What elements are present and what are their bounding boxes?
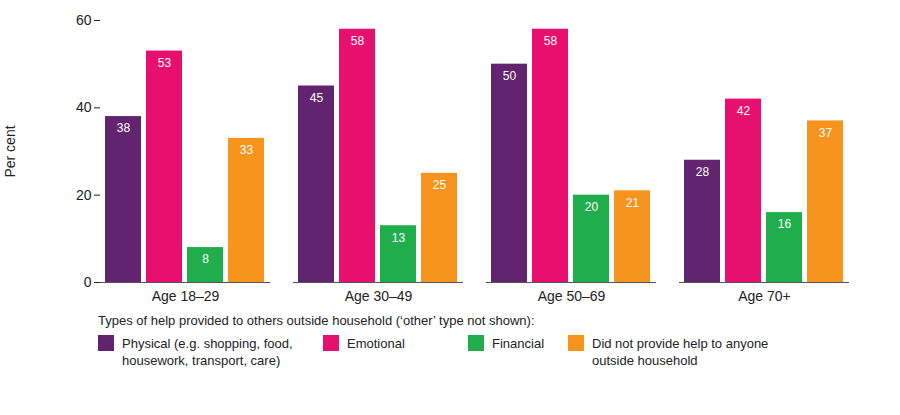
- svg-text:53: 53: [158, 56, 172, 70]
- svg-text:Age 70+: Age 70+: [738, 288, 791, 304]
- svg-text:42: 42: [737, 104, 751, 118]
- svg-text:25: 25: [433, 178, 447, 192]
- svg-text:0: 0: [84, 274, 92, 290]
- svg-text:38: 38: [117, 121, 131, 135]
- svg-text:13: 13: [392, 231, 406, 245]
- svg-text:33: 33: [240, 143, 254, 157]
- svg-text:20: 20: [585, 200, 599, 214]
- svg-text:20: 20: [76, 187, 92, 203]
- svg-text:Age 50–69: Age 50–69: [538, 288, 606, 304]
- svg-text:8: 8: [202, 252, 209, 266]
- html-text:Emotional: Emotional: [347, 336, 405, 351]
- svg-text:58: 58: [351, 34, 365, 48]
- html-text:Types of help provided to othe: Types of help provided to others outside…: [98, 313, 535, 328]
- svg-text:28: 28: [696, 165, 710, 179]
- html-text:Physical (e.g. shopping, food,: Physical (e.g. shopping, food, housework…: [122, 336, 293, 368]
- svg-text:21: 21: [626, 196, 640, 210]
- svg-text:Age 18–29: Age 18–29: [152, 288, 220, 304]
- svg-text:60: 60: [76, 12, 92, 28]
- svg-text:50: 50: [503, 69, 517, 83]
- svg-text:37: 37: [819, 126, 833, 140]
- svg-text:40: 40: [76, 99, 92, 115]
- svg-text:Age 30–49: Age 30–49: [345, 288, 413, 304]
- html-text:Financial: Financial: [492, 336, 544, 351]
- svg-text:58: 58: [544, 34, 558, 48]
- html-text:Did not provide help to anyone: Did not provide help to anyone outside h…: [592, 336, 769, 368]
- svg-text:45: 45: [310, 91, 324, 105]
- svg-text:Per cent: Per cent: [2, 125, 18, 177]
- svg-text:16: 16: [778, 217, 792, 231]
